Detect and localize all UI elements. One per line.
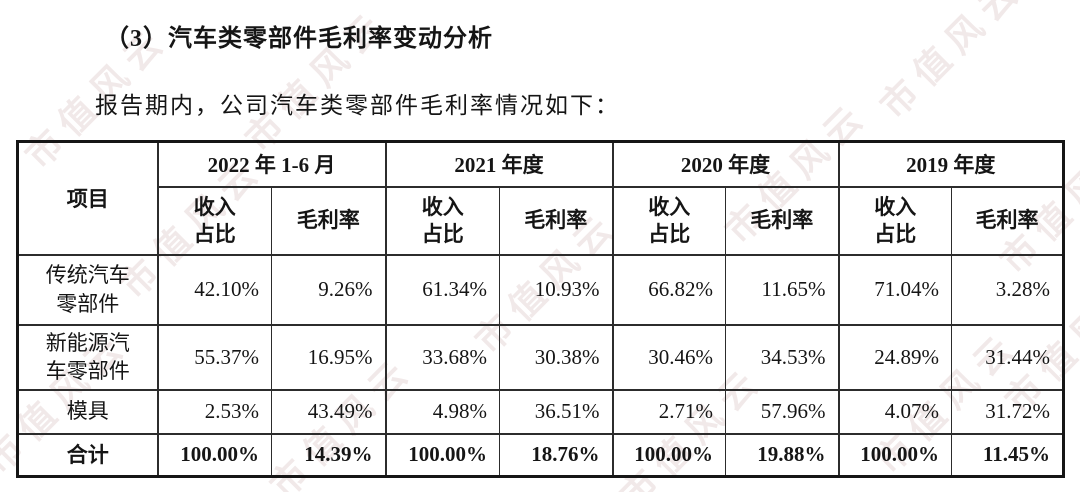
period-header-2022h1: 2022 年 1-6 月	[156, 140, 386, 188]
subheader-income-share-2020: 收入 占比	[611, 185, 726, 256]
value-cell: 100.00%	[156, 432, 272, 478]
period-header-2021: 2021 年度	[384, 140, 613, 188]
subheader-income-share-2021: 收入 占比	[384, 185, 500, 256]
subheader-gross-margin-2020: 毛利率	[725, 185, 839, 256]
value-cell: 34.53%	[725, 323, 839, 391]
table-row-total: 合计 100.00% 14.39% 100.00% 18.76% 100.00%…	[17, 432, 1064, 478]
value-cell: 4.07%	[837, 388, 952, 435]
value-cell: 11.45%	[951, 432, 1064, 478]
value-cell: 57.96%	[725, 388, 839, 435]
value-cell: 4.98%	[384, 388, 500, 435]
table-row-traditional-parts: 传统汽车 零部件 42.10% 9.26% 61.34% 10.93% 66.8…	[17, 253, 1064, 326]
value-cell: 30.38%	[499, 323, 613, 391]
value-cell: 31.44%	[951, 323, 1064, 391]
row-label: 模具	[17, 388, 158, 435]
table-row-molds: 模具 2.53% 43.49% 4.98% 36.51% 2.71% 57.96…	[17, 388, 1064, 435]
value-cell: 19.88%	[725, 432, 839, 478]
gross-margin-table: 项目 2022 年 1-6 月 2021 年度 2020 年度 2019 年度 …	[16, 140, 1065, 478]
value-cell: 30.46%	[611, 323, 726, 391]
value-cell: 36.51%	[499, 388, 613, 435]
value-cell: 11.65%	[725, 253, 839, 326]
value-cell: 55.37%	[156, 323, 272, 391]
value-cell: 18.76%	[499, 432, 613, 478]
intro-text: 报告期内，公司汽车类零部件毛利率情况如下：	[95, 93, 620, 118]
value-cell: 33.68%	[384, 323, 500, 391]
value-cell: 42.10%	[156, 253, 272, 326]
value-cell: 71.04%	[837, 253, 952, 326]
value-cell: 31.72%	[951, 388, 1064, 435]
value-cell: 16.95%	[271, 323, 386, 391]
subheader-gross-margin-2022: 毛利率	[271, 185, 386, 256]
value-cell: 9.26%	[271, 253, 386, 326]
row-label: 新能源汽 车零部件	[17, 323, 158, 391]
value-cell: 14.39%	[271, 432, 386, 478]
value-cell: 24.89%	[837, 323, 952, 391]
subheader-income-share-2022: 收入 占比	[156, 185, 272, 256]
value-cell: 10.93%	[499, 253, 613, 326]
value-cell: 66.82%	[611, 253, 726, 326]
header-item: 项目	[17, 140, 158, 256]
value-cell: 3.28%	[951, 253, 1064, 326]
period-header-2019: 2019 年度	[837, 140, 1064, 188]
section-title: （3）汽车类零部件毛利率变动分析	[105, 26, 493, 52]
value-cell: 100.00%	[837, 432, 952, 478]
value-cell: 100.00%	[384, 432, 500, 478]
value-cell: 2.53%	[156, 388, 272, 435]
value-cell: 2.71%	[611, 388, 726, 435]
row-label: 合计	[17, 432, 158, 478]
value-cell: 43.49%	[271, 388, 386, 435]
table-row-nev-parts: 新能源汽 车零部件 55.37% 16.95% 33.68% 30.38% 30…	[17, 323, 1064, 391]
period-header-2020: 2020 年度	[611, 140, 839, 188]
subheader-gross-margin-2021: 毛利率	[499, 185, 613, 256]
subheader-income-share-2019: 收入 占比	[837, 185, 952, 256]
value-cell: 61.34%	[384, 253, 500, 326]
value-cell: 100.00%	[611, 432, 726, 478]
row-label: 传统汽车 零部件	[17, 253, 158, 326]
subheader-gross-margin-2019: 毛利率	[951, 185, 1064, 256]
